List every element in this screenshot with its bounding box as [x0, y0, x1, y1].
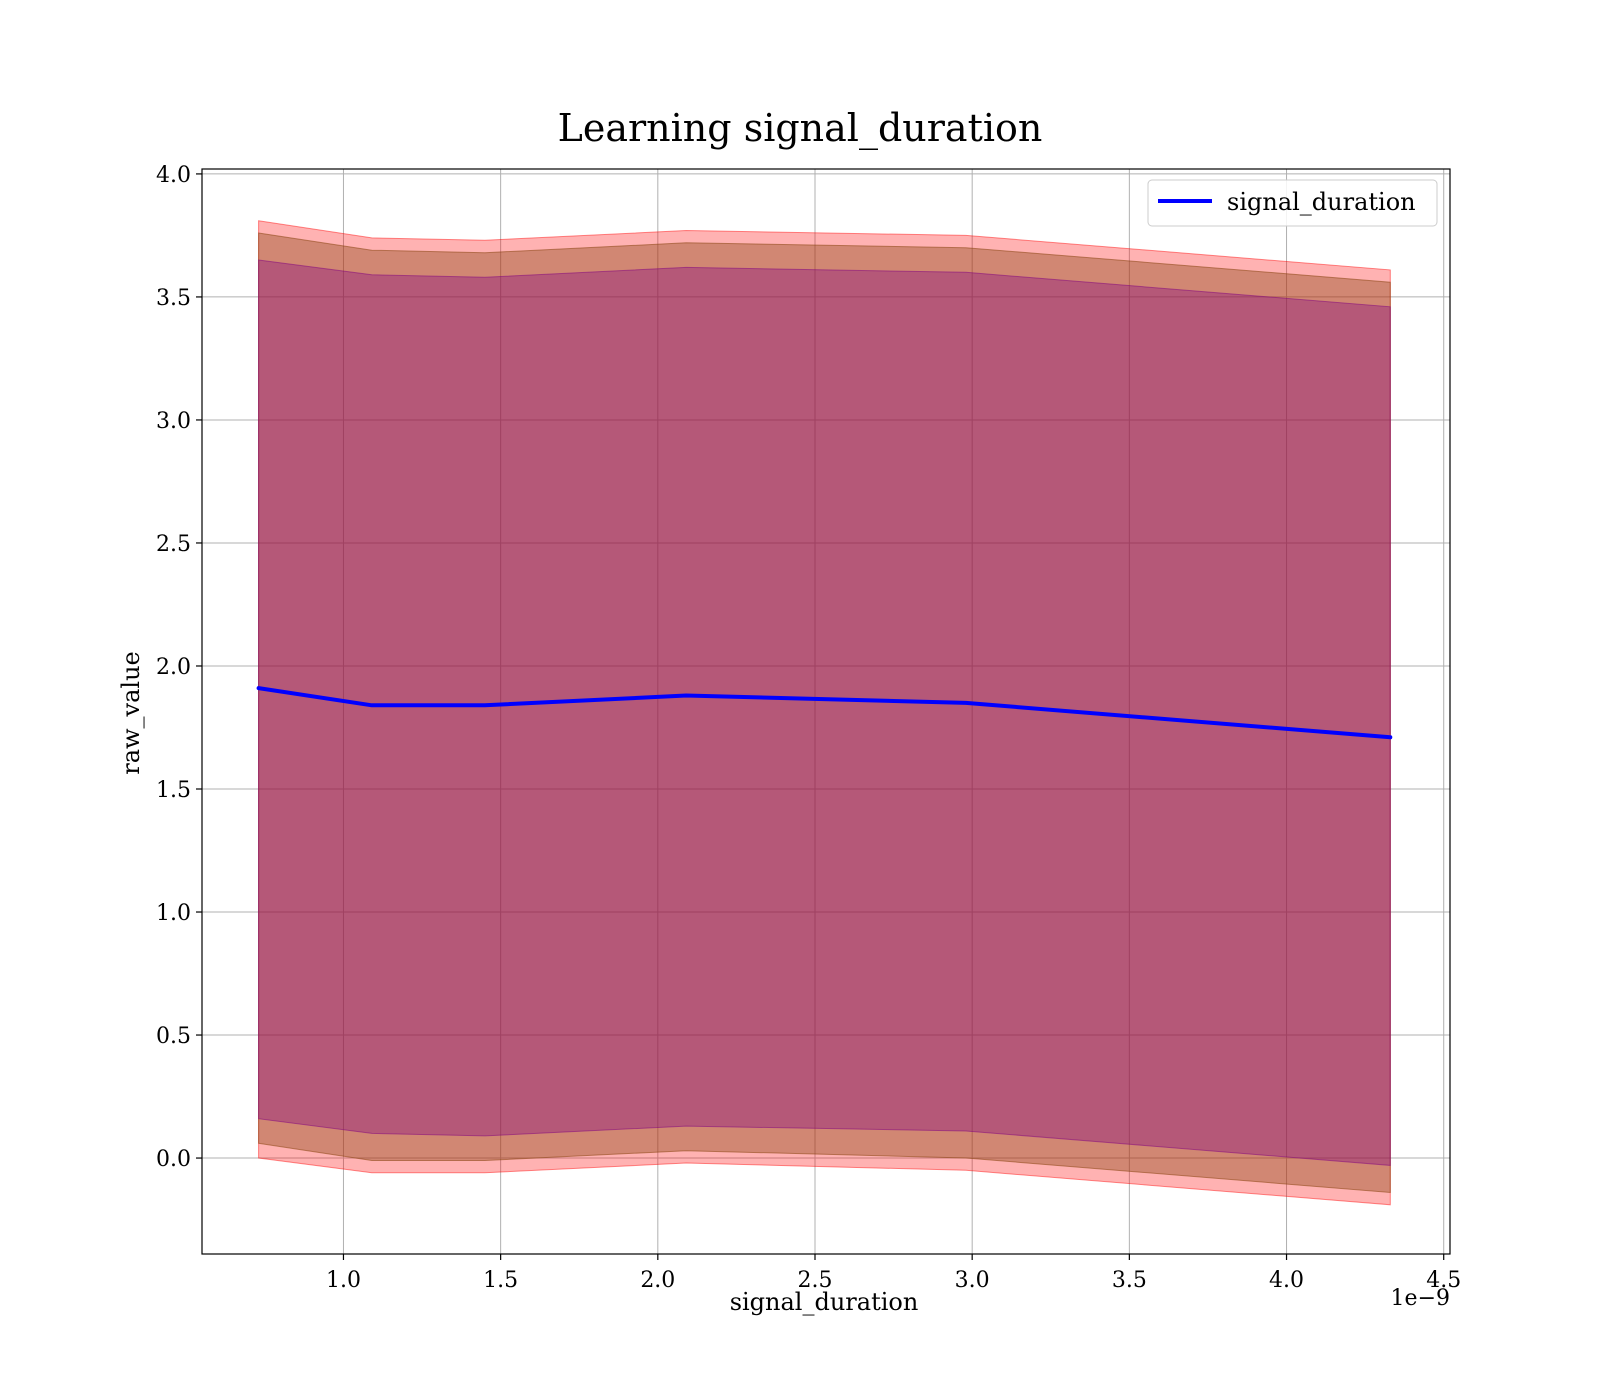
- legend-box: [1147, 179, 1438, 227]
- y-axis-label: raw_value: [117, 651, 145, 775]
- x-axis-offset-label: 1e−9: [1391, 1286, 1450, 1311]
- y-tick-label: 1.0: [156, 901, 191, 926]
- confidence-band-3: [258, 259, 1391, 1166]
- y-tick-label: 2.5: [156, 532, 191, 557]
- x-tick-label: 1.5: [483, 1268, 518, 1293]
- confidence-band-2: [258, 232, 1391, 1194]
- series-line-1: [256, 686, 1393, 740]
- y-axis-ticks: 0.0 0.5 1.0 1.5 2.0 2.5 3.0 3.5 4.0: [156, 163, 202, 1172]
- confidence-band-1: [258, 220, 1391, 1206]
- x-axis-ticks: 1.0 1.5 2.0 2.5 3.0 3.5 4.0 4.5: [326, 1254, 1461, 1293]
- y-tick-label: 3.5: [156, 286, 191, 311]
- legend-label: signal_duration: [1227, 188, 1416, 216]
- y-tick-label: 3.0: [156, 409, 191, 434]
- x-tick-label: 2.5: [797, 1268, 832, 1293]
- x-tick-label: 3.5: [1112, 1268, 1147, 1293]
- series-lines: [256, 686, 1393, 740]
- x-tick-label: 2.0: [640, 1268, 675, 1293]
- x-tick-label: 4.0: [1269, 1268, 1304, 1293]
- x-tick-label: 4.5: [1426, 1268, 1461, 1293]
- y-tick-label: 2.0: [156, 655, 191, 680]
- y-tick-label: 4.0: [156, 163, 191, 188]
- x-tick-label: 3.0: [955, 1268, 990, 1293]
- legend: signal_duration: [1147, 179, 1438, 227]
- y-tick-label: 0.5: [156, 1024, 191, 1049]
- chart-title: Learning signal_duration: [558, 106, 1043, 151]
- x-tick-label: 1.0: [326, 1268, 361, 1293]
- grid-lines: [202, 169, 1450, 1254]
- confidence-bands: [258, 220, 1391, 1206]
- plot-frame: [201, 168, 1451, 1255]
- y-tick-label: 0.0: [156, 1147, 191, 1172]
- y-tick-label: 1.5: [156, 778, 191, 803]
- x-axis-label: signal_duration: [730, 1288, 919, 1316]
